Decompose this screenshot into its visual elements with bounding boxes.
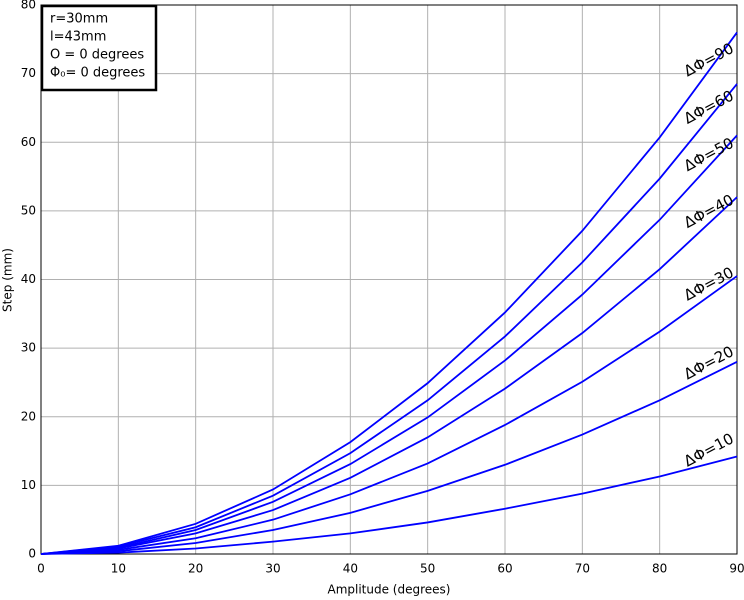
info-line: r=30mm: [50, 12, 108, 27]
x-tick-label: 40: [343, 562, 358, 576]
info-frame: [40, 4, 158, 92]
y-tick-label: 60: [21, 135, 36, 149]
x-tick-label: 70: [575, 562, 590, 576]
curve: [40, 31, 738, 555]
curve-label: ΔΦ=50: [681, 134, 737, 175]
curve: [40, 196, 738, 555]
x-tick-label: 90: [729, 562, 744, 576]
plot-frame: [40, 4, 738, 555]
y-tick-label: 10: [21, 478, 36, 492]
curve: [40, 83, 738, 555]
curve: [40, 455, 738, 555]
y-tick-label: 50: [21, 203, 36, 217]
curve: [40, 134, 738, 555]
y-tick-label: 20: [21, 409, 36, 423]
x-tick-label: 30: [265, 562, 280, 576]
x-axis-label: Amplitude (degrees): [328, 583, 451, 597]
curve: [40, 361, 738, 555]
info-line: Φ₀= 0 degrees: [50, 66, 145, 81]
y-tick-label: 0: [28, 547, 36, 561]
info-line: l=43mm: [50, 30, 106, 45]
y-tick-label: 80: [21, 0, 36, 12]
info-line: O = 0 degrees: [50, 48, 144, 63]
x-tick-label: 80: [652, 562, 667, 576]
curve-label: ΔΦ=60: [681, 87, 737, 128]
y-axis-label: Step (mm): [1, 248, 15, 312]
curve-label: ΔΦ=30: [681, 263, 737, 304]
y-tick-label: 30: [21, 341, 36, 355]
x-tick-label: 10: [111, 562, 126, 576]
x-tick-label: 0: [37, 562, 45, 576]
x-tick-label: 20: [188, 562, 203, 576]
y-tick-label: 40: [21, 272, 36, 286]
x-tick-label: 50: [420, 562, 435, 576]
x-tick-label: 60: [497, 562, 512, 576]
curve: [40, 275, 738, 555]
y-tick-label: 70: [21, 66, 36, 80]
info-box: r=30mm l=43mm O = 0 degrees Φ₀= 0 degree…: [40, 4, 158, 92]
